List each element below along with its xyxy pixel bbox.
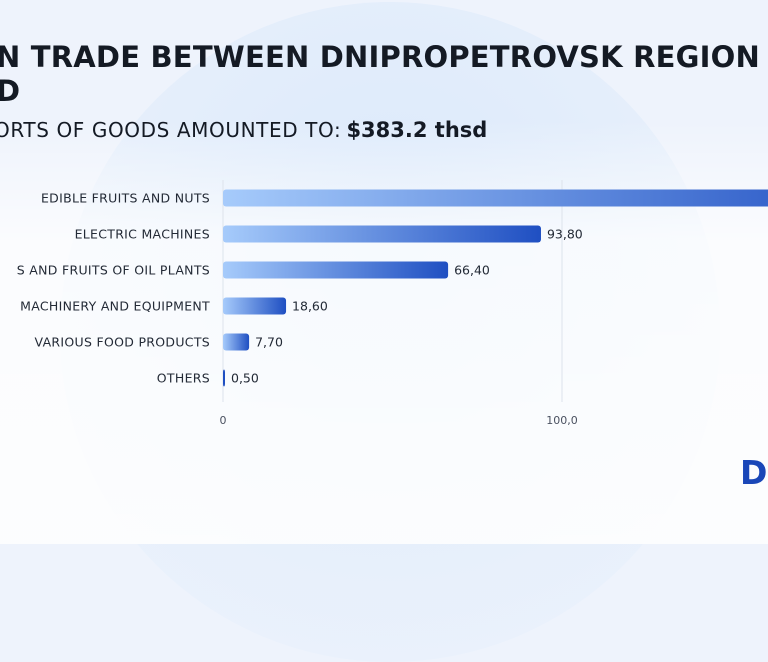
bar — [223, 333, 250, 351]
x-tick-label: 0 — [220, 414, 227, 427]
chart-title-line-2: D — [0, 74, 21, 108]
bar-chart: 0 100,0 EDIBLE FRUITS AND NUTS ELECTRIC MAC… — [17, 180, 768, 428]
x-tick-label: 100,0 — [546, 414, 578, 427]
category-label: S AND FRUITS OF OIL PLANTS — [17, 263, 210, 278]
value-label: 0,50 — [231, 371, 259, 386]
brand-logo: D — [740, 453, 768, 492]
bar — [223, 369, 225, 387]
value-label: 66,40 — [454, 263, 490, 278]
bar — [223, 261, 449, 279]
grid-lines — [222, 180, 563, 402]
subtitle: ORTS OF GOODS AMOUNTED TO: $383.2 thsd — [0, 118, 487, 142]
bar — [223, 225, 541, 243]
chart-title-line-1: N TRADE BETWEEN DNIPROPETROVSK REGION — [0, 40, 760, 74]
category-label: OTHERS — [157, 371, 210, 386]
bars — [223, 189, 768, 387]
value-label: 18,60 — [292, 299, 328, 314]
bar — [223, 297, 287, 315]
subtitle-value: $383.2 thsd — [346, 118, 488, 142]
category-label: VARIOUS FOOD PRODUCTS — [35, 335, 210, 350]
value-label: 7,70 — [255, 335, 283, 350]
subtitle-label: ORTS OF GOODS AMOUNTED TO: — [0, 118, 342, 142]
category-label: MACHINERY AND EQUIPMENT — [20, 299, 210, 314]
labels: 0 100,0 EDIBLE FRUITS AND NUTS ELECTRIC MAC… — [17, 191, 583, 428]
category-label: ELECTRIC MACHINES — [75, 227, 210, 242]
value-label: 93,80 — [547, 227, 583, 242]
bar — [223, 189, 768, 207]
category-label: EDIBLE FRUITS AND NUTS — [41, 191, 210, 206]
